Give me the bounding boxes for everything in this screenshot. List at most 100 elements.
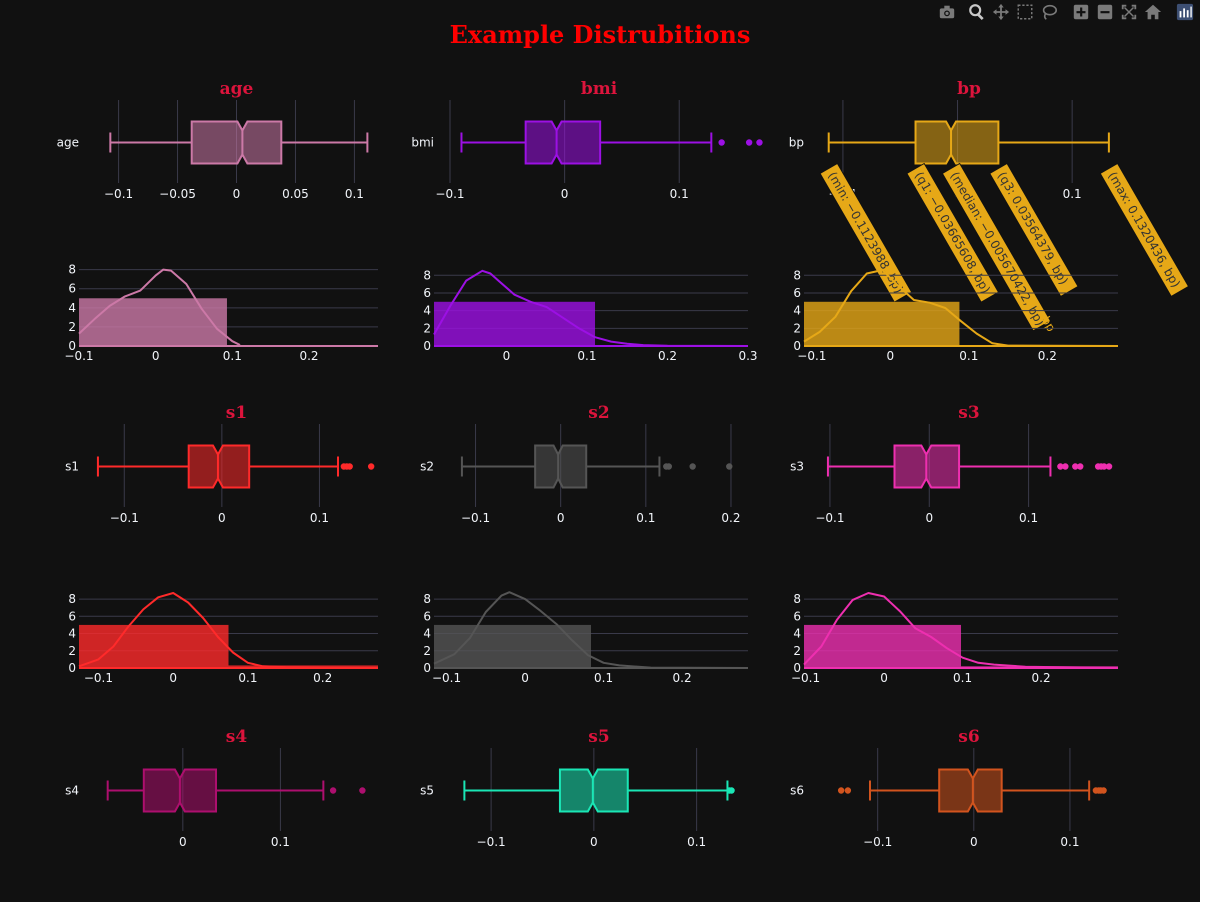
plotly-logo-icon[interactable]: [1176, 3, 1194, 21]
s3-outlier-point: [1072, 463, 1079, 470]
bp-hover-label: (min: −0.1123988, bp): [819, 162, 913, 303]
bmi-hist-subplot: 0 2 4 6 8 0 0.1 0.2 0.3: [423, 268, 757, 363]
age-box-tick-label: −0.05: [159, 187, 196, 201]
pan-icon[interactable]: [992, 3, 1010, 21]
bmi-hist-ytick-label: 0: [423, 339, 431, 353]
bmi-hist-xtick-label: 0.3: [738, 349, 757, 363]
s2-outlier-point: [689, 463, 696, 470]
box-select-icon[interactable]: [1016, 3, 1034, 21]
age-box-tick-label: 0.05: [282, 187, 309, 201]
s1-density-curve: [78, 592, 379, 669]
bmi-box-tick-label: −0.1: [435, 187, 464, 201]
age-density-curve: [78, 268, 241, 346]
s1-histogram-bar: [79, 624, 229, 668]
s2-histogram-bar: [434, 624, 591, 668]
age-hist-ytick-label: 2: [68, 320, 76, 334]
bp-hover-label-box: [819, 162, 913, 303]
s4-box-subplot: 0 0.1 s4 s4: [65, 727, 366, 849]
lasso-select-icon[interactable]: [1040, 3, 1058, 21]
s2-hist-ytick-label: 4: [423, 627, 431, 641]
reset-axes-icon[interactable]: [1144, 3, 1162, 21]
bmi-hist-ytick-label: 4: [423, 304, 431, 318]
bmi-density-curve: [433, 269, 749, 347]
s2-hist-xtick-label: 0.1: [594, 671, 613, 685]
bp-subplot-title: bp: [957, 79, 981, 99]
bmi-box-tick-label: 0.1: [670, 187, 689, 201]
s6-outlier-point: [1100, 787, 1107, 794]
age-hist-xtick-label: 0.2: [299, 349, 318, 363]
s1-hist-ytick-label: 0: [68, 661, 76, 675]
age-box-tick-label: 0: [233, 187, 241, 201]
s6-box: [938, 768, 1003, 813]
bp-hist-ytick-label: 4: [793, 304, 801, 318]
s1-hist-xtick-label: 0.2: [313, 671, 332, 685]
zoom-out-icon[interactable]: [1096, 3, 1114, 21]
bp-hover-label: (max: 0.1320436, bp): [1099, 162, 1190, 298]
s1-hist-xtick-label: −0.1: [84, 671, 113, 685]
s3-hist-xtick-label: 0: [880, 671, 888, 685]
s1-box-tick-label: 0.1: [310, 511, 329, 525]
s1-hist-ytick-label: 6: [68, 609, 76, 623]
s6-subplot-title: s6: [958, 727, 979, 747]
bp-histogram-bar: [804, 301, 960, 346]
age-hist-ytick-label: 8: [68, 263, 76, 277]
bp-hist-xtick-label: 0.2: [1038, 349, 1057, 363]
s1-hist-xtick-label: 0.1: [238, 671, 257, 685]
bp-hist-xtick-label: −0.1: [797, 349, 826, 363]
s2-hist-ytick-label: 6: [423, 609, 431, 623]
s3-hist-xtick-label: 0.1: [953, 671, 972, 685]
s1-box-tick-label: 0: [218, 511, 226, 525]
age-hist-xtick-label: −0.1: [64, 349, 93, 363]
s3-hist-xtick-label: 0.2: [1032, 671, 1051, 685]
s3-outlier-point: [1077, 463, 1084, 470]
s5-category-label: s5: [420, 784, 434, 798]
s3-hist-ytick-label: 2: [793, 644, 801, 658]
s3-density-curve: [803, 592, 1119, 669]
zoom-icon[interactable]: [968, 3, 986, 21]
s6-outlier-point: [844, 787, 852, 794]
s3-hist-ytick-label: 6: [793, 609, 801, 623]
zoom-in-icon[interactable]: [1072, 3, 1090, 21]
age-hist-ytick-label: 4: [68, 301, 76, 315]
s2-hist-ytick-label: 2: [423, 644, 431, 658]
bp-hover-label-box: [989, 162, 1079, 298]
s3-hist-ytick-label: 8: [793, 592, 801, 606]
s2-hist-xtick-label: 0.2: [673, 671, 692, 685]
s1-hist-ytick-label: 4: [68, 627, 76, 641]
bmi-outlier-point: [756, 139, 763, 146]
age-category-label: age: [57, 136, 79, 150]
s1-outlier-point: [367, 463, 375, 470]
s2-box-tick-label: 0: [557, 511, 565, 525]
s2-hist-xtick-label: −0.1: [432, 671, 461, 685]
s3-outlier-point: [1100, 463, 1108, 470]
age-box-tick-label: −0.1: [104, 187, 133, 201]
s1-box-subplot: −0.1 0 0.1 s1 s1: [65, 403, 375, 525]
camera-icon[interactable]: [938, 3, 956, 21]
bp-hover-label-box: [906, 162, 1000, 303]
bp-hover-label-box: [1099, 162, 1190, 298]
s2-density-curve: [433, 591, 749, 669]
autoscale-icon[interactable]: [1120, 3, 1138, 21]
s2-box-subplot: −0.1 0 0.1 0.2 s2 s2: [420, 403, 740, 525]
s3-box-tick-label: −0.1: [815, 511, 844, 525]
s4-outlier-point: [329, 787, 337, 794]
bmi-outlier-point: [718, 139, 725, 146]
bmi-subplot-title: bmi: [581, 79, 618, 99]
age-box-subplot: −0.1 −0.05 0 0.05 0.1 age age: [57, 79, 369, 201]
s5-box: [558, 768, 629, 813]
s5-subplot-title: s5: [588, 727, 609, 747]
bmi-outlier-point: [745, 139, 753, 146]
s1-category-label: s1: [65, 460, 79, 474]
s2-category-label: s2: [420, 460, 434, 474]
bmi-histogram-bar: [434, 301, 596, 346]
s4-outlier-point: [359, 787, 366, 794]
s5-box-tick-label: 0.1: [687, 835, 706, 849]
s2-outlier-point: [665, 463, 673, 470]
s1-box-tick-label: −0.1: [110, 511, 139, 525]
s5-box-tick-label: −0.1: [477, 835, 506, 849]
s3-subplot-title: s3: [958, 403, 979, 423]
s1-hist-subplot: 0 2 4 6 8 −0.1 0 0.1 0.2: [68, 592, 379, 685]
s6-box-tick-label: 0.1: [1060, 835, 1079, 849]
